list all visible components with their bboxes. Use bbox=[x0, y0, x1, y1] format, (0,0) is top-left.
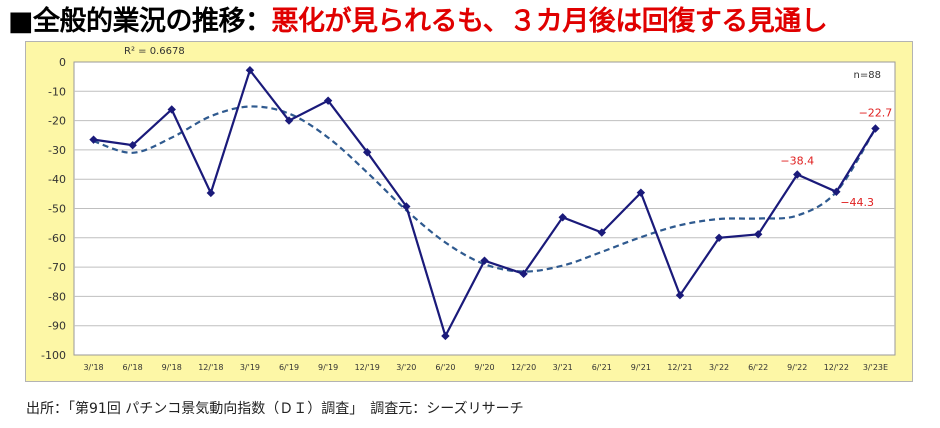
x-tick-label: 3/'20 bbox=[396, 363, 416, 372]
data-point bbox=[480, 256, 489, 265]
y-tick-label: -70 bbox=[48, 261, 66, 274]
y-tick-label: -40 bbox=[48, 173, 66, 186]
x-tick-label: 9/'20 bbox=[474, 363, 494, 372]
data-point bbox=[206, 188, 216, 198]
x-tick-label: 3/'22 bbox=[709, 363, 729, 372]
x-tick-label: 9/'19 bbox=[318, 363, 338, 372]
x-tick-label: 12/'21 bbox=[667, 363, 692, 372]
y-tick-label: -60 bbox=[48, 232, 66, 245]
x-tick-label: 6/'18 bbox=[123, 363, 143, 372]
source-note: 出所：「第91回 パチンコ景気動向指数（ＤＩ）調査」 調査元：シーズリサーチ bbox=[26, 401, 524, 417]
r-squared-label: R² = 0.6678 bbox=[124, 46, 185, 57]
chart-container: 0 -10 -20 -30 -40 -50 -60 -70 -80 -90 -100 3/'18 6/'… bbox=[25, 41, 913, 382]
data-point bbox=[402, 202, 411, 211]
title-sub: 悪化が見られるも、３カ月後は回復する見通し bbox=[271, 6, 828, 37]
x-tick-label: 12/'22 bbox=[824, 363, 849, 372]
x-tick-label: 6/'22 bbox=[748, 363, 768, 372]
x-tick-label: 3/'19 bbox=[240, 363, 260, 372]
x-tick-label: 3/'21 bbox=[553, 363, 573, 372]
x-tick-label: 9/'22 bbox=[787, 363, 807, 372]
data-point bbox=[675, 291, 685, 300]
page-title: ■全般的業況の推移：悪化が見られるも、３カ月後は回復する見通し bbox=[8, 2, 828, 42]
data-point bbox=[441, 331, 450, 341]
data-label: −44.3 bbox=[840, 196, 874, 209]
y-tick-label: -30 bbox=[48, 144, 66, 157]
data-point bbox=[714, 233, 724, 242]
x-tick-label: 12/'19 bbox=[355, 363, 380, 372]
y-tick-label: 0 bbox=[59, 56, 66, 69]
y-tick-label: -20 bbox=[48, 115, 66, 128]
data-point bbox=[793, 170, 802, 179]
y-tick-label: -100 bbox=[41, 349, 66, 362]
y-tick-label: -10 bbox=[48, 85, 66, 98]
x-tick-label: 3/'23E bbox=[863, 363, 888, 372]
y-tick-label: -90 bbox=[48, 320, 66, 333]
data-point bbox=[519, 269, 528, 279]
x-tick-label: 3/'18 bbox=[83, 363, 103, 372]
data-point bbox=[832, 187, 841, 196]
data-point bbox=[284, 116, 294, 125]
x-tick-label: 6/'19 bbox=[279, 363, 299, 372]
x-tick-label: 12/'20 bbox=[511, 363, 536, 372]
x-tick-label: 9/'21 bbox=[631, 363, 651, 372]
y-tick-label: -50 bbox=[48, 203, 66, 216]
trendline bbox=[93, 105, 877, 273]
business-conditions-chart: 0 -10 -20 -30 -40 -50 -60 -70 -80 -90 -100 3/'18 6/'… bbox=[41, 46, 896, 372]
x-tick-label: 6/'21 bbox=[592, 363, 612, 372]
x-tick-label: 6/'20 bbox=[435, 363, 455, 372]
data-label: −38.4 bbox=[780, 155, 814, 168]
title-lead: ■全般的業況の推移： bbox=[8, 6, 272, 37]
data-point bbox=[323, 96, 333, 105]
data-point bbox=[871, 124, 880, 133]
data-point bbox=[636, 188, 646, 197]
data-point bbox=[363, 148, 372, 157]
x-tick-label: 9/'18 bbox=[162, 363, 182, 372]
sample-size-label: n=88 bbox=[854, 70, 881, 81]
data-point bbox=[558, 213, 567, 222]
data-label: −22.7 bbox=[859, 107, 893, 120]
data-point bbox=[128, 141, 137, 150]
data-point bbox=[597, 228, 606, 237]
data-point bbox=[753, 230, 763, 239]
x-tick-label: 12/'18 bbox=[198, 363, 223, 372]
data-point bbox=[89, 135, 98, 144]
data-point bbox=[167, 105, 176, 114]
y-tick-label: -80 bbox=[48, 290, 66, 303]
data-point bbox=[245, 66, 255, 75]
